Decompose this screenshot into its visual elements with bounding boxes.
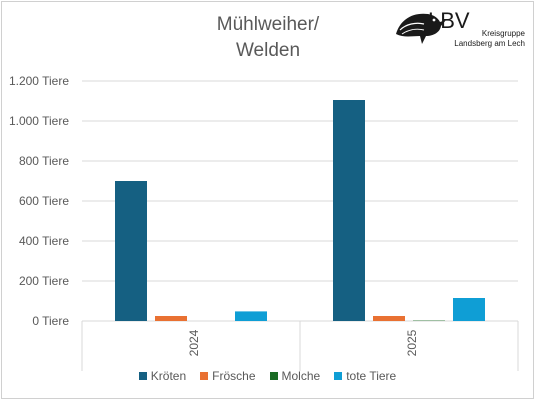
x-tick-label: 2024 (187, 329, 201, 356)
legend-swatch (334, 372, 343, 380)
logo-brand: LBV (428, 8, 470, 33)
legend-item: Frösche (200, 369, 256, 383)
logo-line-1: Kreisgruppe (482, 29, 526, 38)
legend-item: Kröten (138, 369, 187, 383)
y-tick-label: 800 Tiere (19, 154, 69, 168)
lbv-logo: LBV Kreisgruppe Landsberg am Lech (396, 8, 526, 48)
bars (115, 100, 485, 321)
bar-kröten-2025 (333, 100, 365, 321)
legend-item: tote Tiere (334, 369, 396, 383)
legend-label: Frösche (212, 369, 256, 383)
grid-lines (81, 80, 519, 371)
y-tick-label: 600 Tiere (19, 194, 69, 208)
legend-swatch (269, 372, 278, 380)
x-tick-label: 2025 (405, 329, 419, 356)
bar-frösche-2024 (155, 316, 187, 321)
bar-tote-tiere-2024 (235, 311, 267, 321)
chart-title-line-2: Welden (235, 40, 301, 61)
x-axis-labels: 2024 2025 (187, 329, 419, 356)
y-axis-labels: 0 Tiere 200 Tiere 400 Tiere 600 Tiere 800 Ti… (9, 74, 69, 328)
legend-label: tote Tiere (346, 369, 397, 383)
legend-item: Molche (269, 369, 321, 383)
bar-tote-tiere-2025 (453, 298, 485, 321)
bird-silhouette-icon (396, 13, 446, 44)
logo-line-2: Landsberg am Lech (454, 39, 525, 48)
legend: Kröten Frösche Molche tote Tiere (0, 369, 535, 383)
chart-title: Mühlweiher/ Welden (150, 12, 386, 64)
y-tick-label: 400 Tiere (19, 234, 69, 248)
legend-label: Kröten (150, 369, 187, 383)
bar-frösche-2025 (373, 316, 405, 321)
y-tick-label: 0 Tiere (32, 314, 69, 328)
y-tick-label: 200 Tiere (19, 274, 69, 288)
legend-label: Molche (281, 369, 321, 383)
y-tick-label: 1.000 Tiere (9, 114, 69, 128)
legend-swatch (200, 372, 209, 380)
bar-kröten-2024 (115, 181, 147, 321)
y-tick-label: 1.200 Tiere (9, 74, 69, 88)
chart-title-line-1: Mühlweiher/ (216, 14, 320, 35)
legend-swatch (138, 372, 147, 380)
